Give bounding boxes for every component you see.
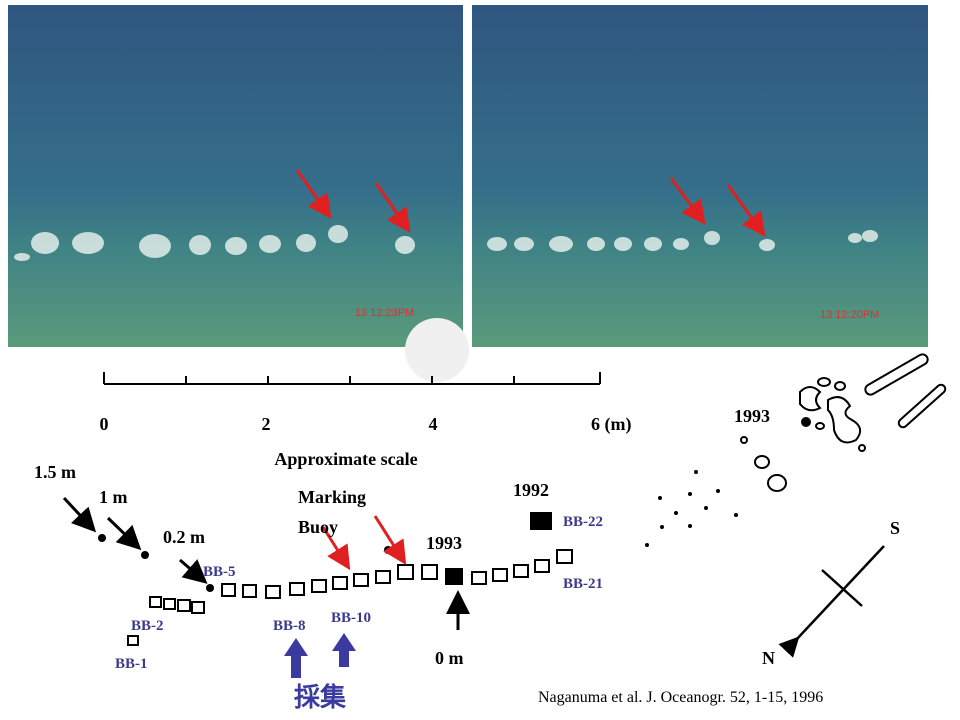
scale-tick: 2 — [262, 414, 271, 434]
compass-label: N — [762, 648, 775, 668]
block-label: BB-1 — [115, 656, 148, 672]
block-label: BB-2 — [131, 618, 164, 634]
block-label: BB-8 — [273, 618, 306, 634]
scale-tick: 0 — [100, 414, 109, 434]
block-label: BB-10 — [331, 610, 371, 626]
citation: Naganuma et al. J. Oceanogr. 52, 1-15, 1… — [538, 689, 823, 706]
photo-right: 13 12:20PM — [472, 5, 928, 347]
block-map — [62, 353, 947, 678]
timestamp: 13 12:20PM — [820, 309, 879, 321]
block-label: BB-21 — [563, 576, 603, 592]
block-label: BB-22 — [563, 514, 603, 530]
distance-label: 0.2 m — [163, 527, 205, 547]
block-label: BB-5 — [203, 564, 236, 580]
compass-label: S — [890, 518, 900, 538]
timestamp: 13 12:23PM — [355, 307, 414, 319]
year-label: 1993 — [734, 406, 770, 426]
scale-tick: 6 (m) — [591, 414, 631, 435]
distance-label: 1.5 m — [34, 462, 76, 482]
sampling-label: 採集 — [294, 682, 347, 713]
photo-left: 13 12:23PM — [8, 5, 469, 382]
scale-label: Approximate scale — [274, 449, 417, 469]
distance-label: 1 m — [99, 487, 128, 507]
year-label: 1993 — [426, 533, 462, 553]
scale-bar — [103, 372, 601, 385]
year-label: 1992 — [513, 480, 549, 500]
scale-tick: 4 — [429, 414, 438, 434]
zero-label: 0 m — [435, 648, 464, 668]
buoy-label: Buoy — [298, 517, 338, 537]
buoy-label: Marking — [298, 487, 366, 507]
